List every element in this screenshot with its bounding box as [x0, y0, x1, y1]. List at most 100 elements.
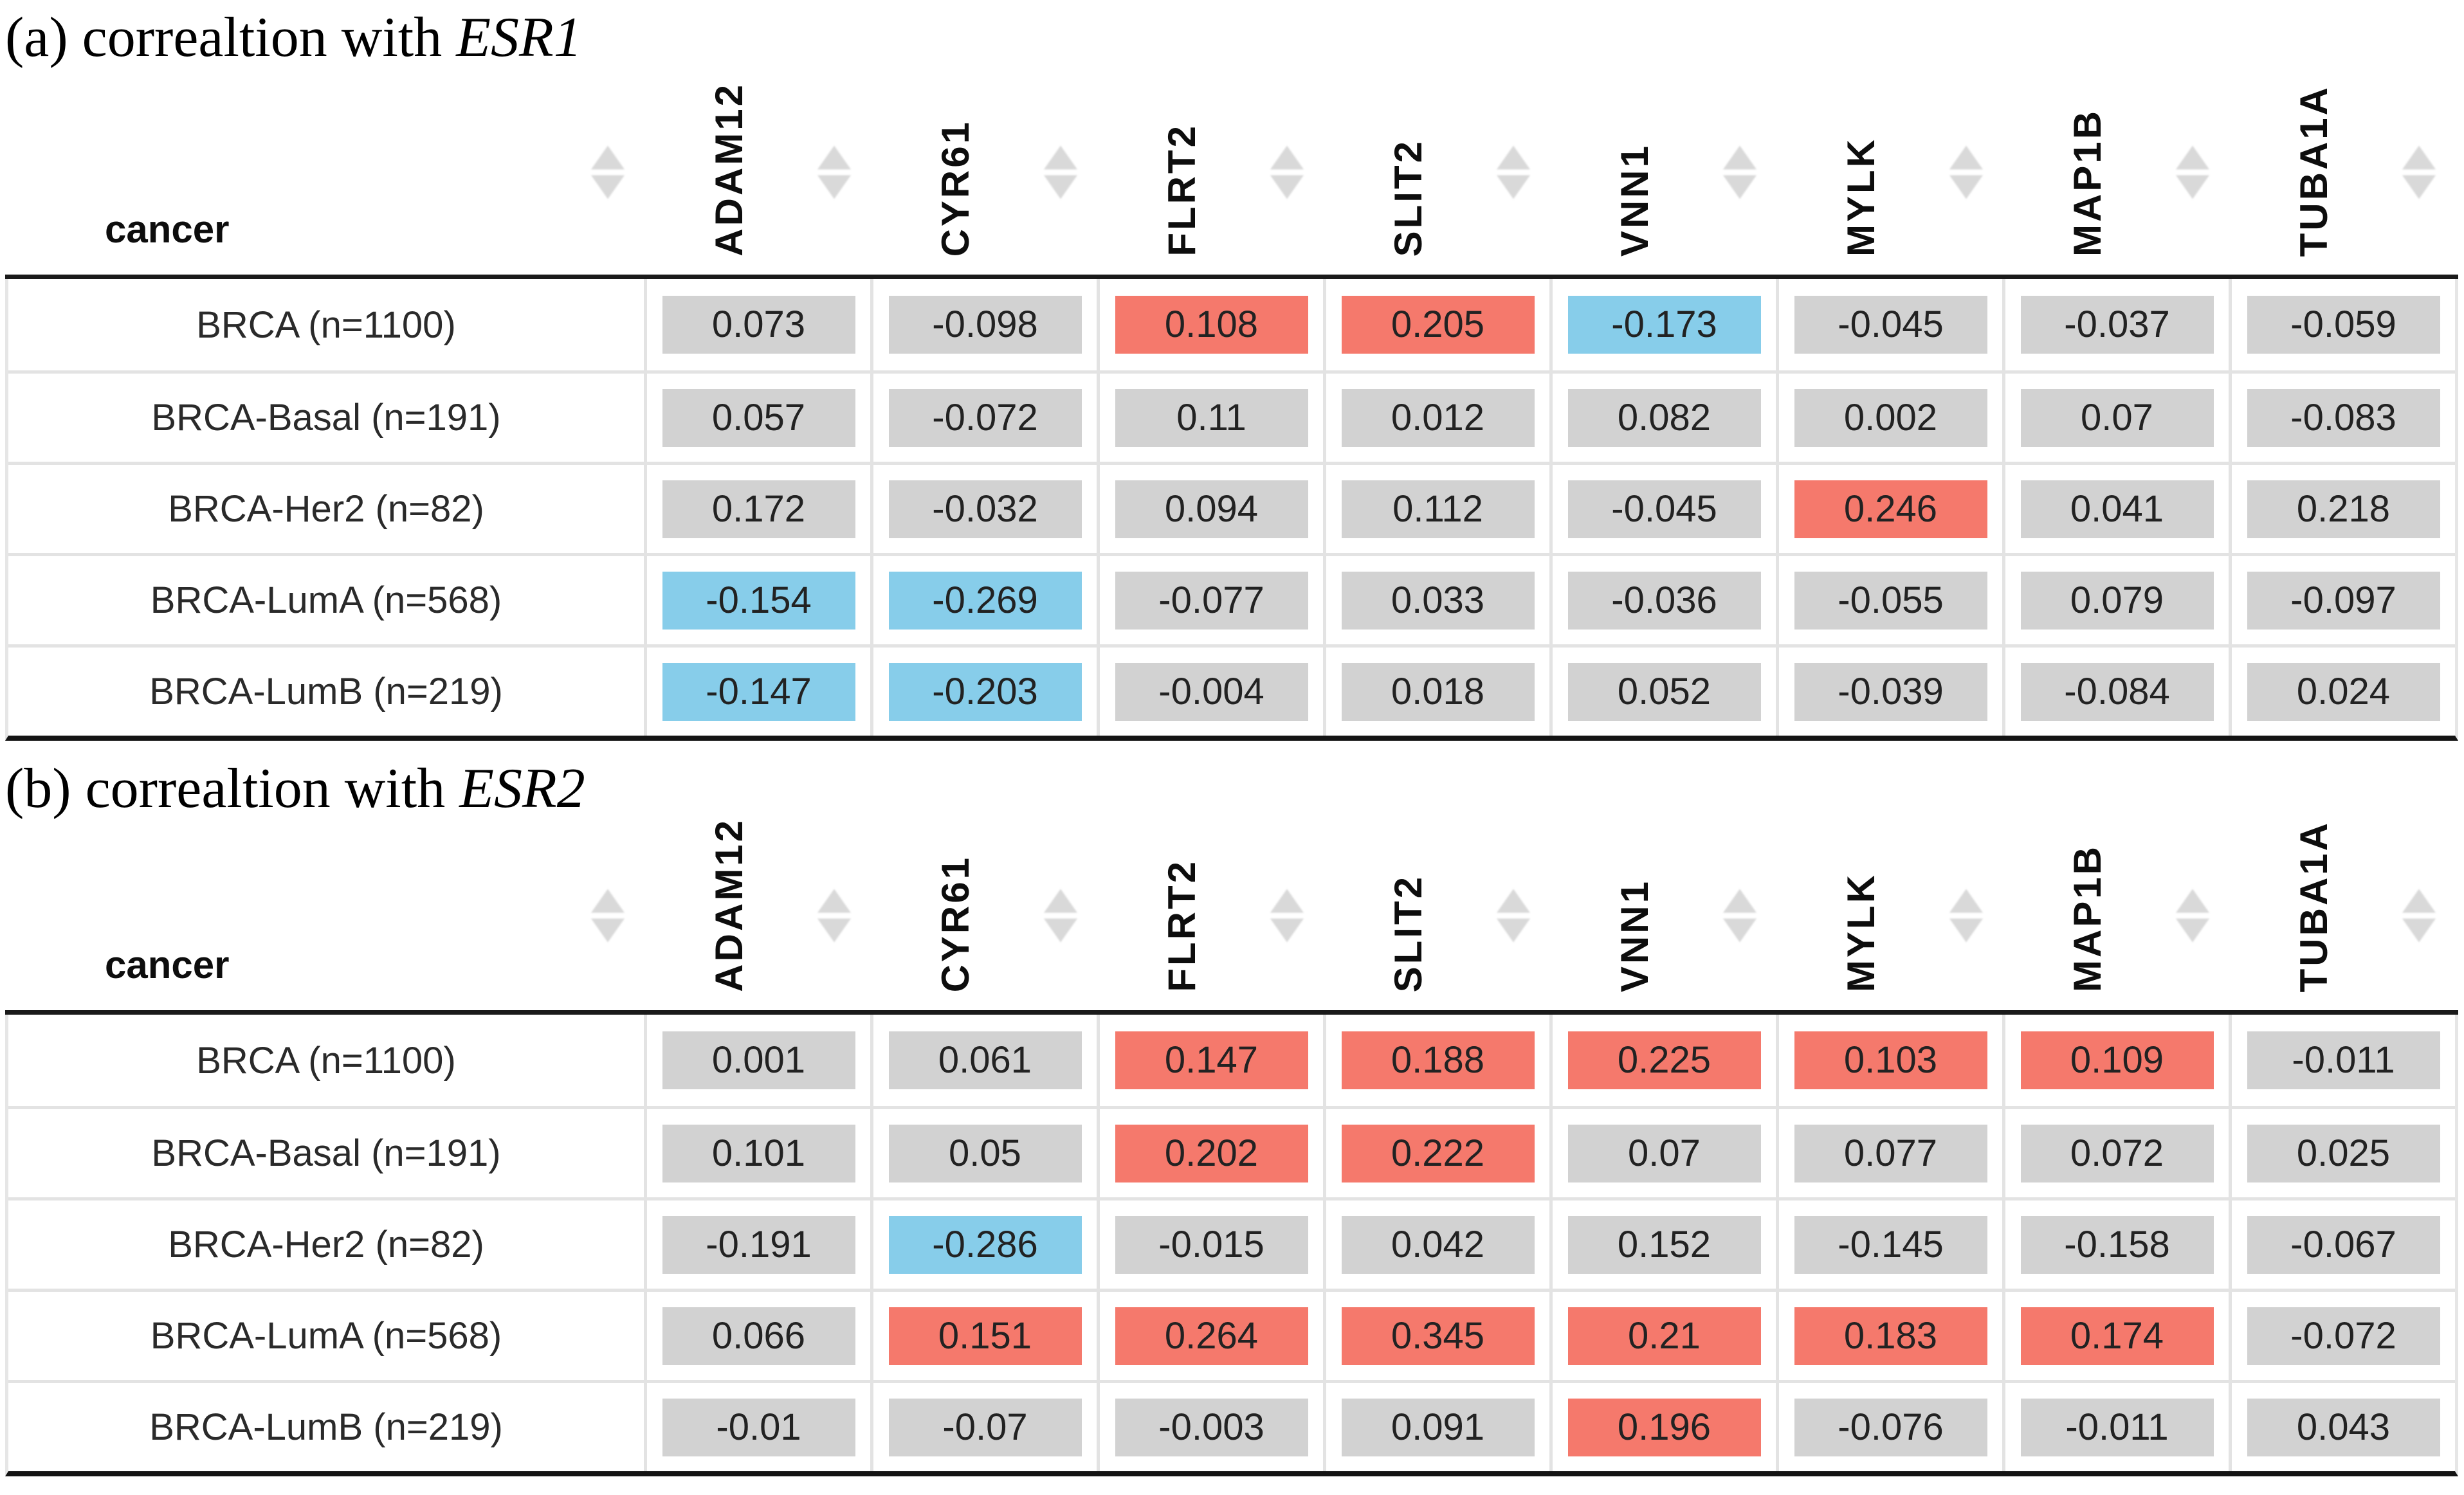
value-cell-adam12: -0.191 — [644, 1201, 870, 1289]
column-header-map1b[interactable]: MAP1B — [2002, 820, 2229, 1010]
value-badge: 0.218 — [2247, 480, 2440, 538]
sort-icon — [1270, 889, 1304, 942]
value-cell-vnn1: 0.196 — [1549, 1383, 1776, 1471]
row-label: BRCA-Basal (n=191) — [151, 397, 501, 439]
column-header-cancer[interactable]: cancer — [8, 820, 644, 1010]
value-cell-flrt2: 0.264 — [1097, 1292, 1323, 1380]
row-label-cell: BRCA (n=1100) — [8, 279, 644, 370]
cancer-column-label: cancer — [105, 943, 230, 986]
column-header-label: FLRT2 — [1160, 123, 1203, 257]
table-body: BRCA (n=1100) 0.073 -0.098 0.108 0.205 -0.173… — [5, 279, 2458, 741]
value-badge: -0.076 — [1794, 1398, 1987, 1456]
table-row: BRCA-Basal (n=191) 0.057 -0.072 0.11 0.012 0.… — [8, 370, 2455, 462]
column-header-label: VNN1 — [1613, 878, 1656, 992]
panel-title-text: (b) correaltion with — [5, 757, 460, 820]
table-row: BRCA-LumA (n=568) 0.066 0.151 0.264 0.345 0.2… — [8, 1289, 2455, 1380]
value-badge: -0.067 — [2247, 1215, 2440, 1274]
column-header-cyr61[interactable]: CYR61 — [870, 69, 1097, 275]
value-badge: -0.269 — [888, 571, 1082, 630]
value-badge: 0.147 — [1115, 1031, 1308, 1089]
value-cell-cyr61: -0.098 — [870, 279, 1097, 370]
sort-desc-icon — [2402, 175, 2436, 199]
sort-desc-icon — [2402, 918, 2436, 942]
value-cell-cyr61: 0.061 — [870, 1015, 1097, 1106]
value-cell-slit2: 0.042 — [1323, 1201, 1549, 1289]
value-cell-adam12: 0.172 — [644, 465, 870, 553]
value-cell-map1b: -0.084 — [2002, 648, 2229, 736]
value-cell-flrt2: 0.202 — [1097, 1109, 1323, 1197]
column-header-vnn1[interactable]: VNN1 — [1549, 820, 1776, 1010]
value-badge: 0.066 — [662, 1307, 855, 1365]
value-cell-mylk: 0.103 — [1776, 1015, 2002, 1106]
row-label: BRCA (n=1100) — [196, 304, 456, 346]
column-header-mylk[interactable]: MYLK — [1776, 69, 2002, 275]
value-cell-flrt2: 0.11 — [1097, 374, 1323, 462]
value-cell-tuba1a: -0.097 — [2229, 556, 2455, 644]
sort-asc-icon — [1270, 889, 1304, 912]
panel-title-gene: ESR1 — [456, 6, 582, 69]
column-header-label: SLIT2 — [1387, 874, 1430, 992]
sort-icon — [1497, 889, 1530, 942]
value-cell-mylk: -0.145 — [1776, 1201, 2002, 1289]
column-header-flrt2[interactable]: FLRT2 — [1097, 820, 1323, 1010]
value-cell-cyr61: -0.269 — [870, 556, 1097, 644]
column-header-vnn1[interactable]: VNN1 — [1549, 69, 1776, 275]
value-badge: 0.222 — [1341, 1124, 1535, 1182]
column-header-map1b[interactable]: MAP1B — [2002, 69, 2229, 275]
row-label-cell: BRCA-Her2 (n=82) — [8, 465, 644, 553]
column-header-cancer[interactable]: cancer — [8, 69, 644, 275]
value-cell-vnn1: 0.082 — [1549, 374, 1776, 462]
sort-desc-icon — [1497, 918, 1530, 942]
value-badge: 0.002 — [1794, 388, 1987, 447]
value-badge: 0.202 — [1115, 1124, 1308, 1182]
sort-asc-icon — [1497, 889, 1530, 912]
value-badge: 0.188 — [1341, 1031, 1535, 1089]
panel-title-text: (a) correaltion with — [5, 6, 457, 69]
value-cell-map1b: -0.011 — [2002, 1383, 2229, 1471]
row-label: BRCA-Her2 (n=82) — [168, 488, 484, 530]
value-badge: -0.072 — [888, 388, 1082, 447]
panel-title-gene: ESR2 — [459, 757, 585, 820]
sort-asc-icon — [1949, 145, 1983, 169]
value-badge: -0.077 — [1115, 571, 1308, 630]
value-cell-mylk: -0.039 — [1776, 648, 2002, 736]
column-header-tuba1a[interactable]: TUBA1A — [2229, 69, 2455, 275]
value-badge: 0.073 — [662, 296, 855, 354]
value-badge: -0.032 — [888, 480, 1082, 538]
sort-asc-icon — [2402, 145, 2436, 169]
sort-desc-icon — [817, 175, 851, 199]
column-header-tuba1a[interactable]: TUBA1A — [2229, 820, 2455, 1010]
value-cell-slit2: 0.345 — [1323, 1292, 1549, 1380]
value-cell-vnn1: -0.173 — [1549, 279, 1776, 370]
column-header-adam12[interactable]: ADAM12 — [644, 818, 870, 1010]
row-label-cell: BRCA (n=1100) — [8, 1015, 644, 1106]
column-header-label: MYLK — [1839, 137, 1883, 257]
sort-asc-icon — [1044, 889, 1077, 912]
sort-asc-icon — [2176, 889, 2209, 912]
value-cell-adam12: -0.154 — [644, 556, 870, 644]
column-header-adam12[interactable]: ADAM12 — [644, 69, 870, 275]
value-badge: 0.07 — [1567, 1124, 1761, 1182]
row-label-cell: BRCA-LumA (n=568) — [8, 1292, 644, 1380]
value-badge: -0.098 — [888, 296, 1082, 354]
column-header-slit2[interactable]: SLIT2 — [1323, 820, 1549, 1010]
value-cell-cyr61: -0.286 — [870, 1201, 1097, 1289]
sort-icon — [591, 889, 625, 942]
column-header-flrt2[interactable]: FLRT2 — [1097, 69, 1323, 275]
sort-desc-icon — [1270, 918, 1304, 942]
value-cell-cyr61: -0.072 — [870, 374, 1097, 462]
value-badge: 0.082 — [1567, 388, 1761, 447]
value-cell-adam12: -0.01 — [644, 1383, 870, 1471]
column-header-mylk[interactable]: MYLK — [1776, 820, 2002, 1010]
value-cell-cyr61: 0.05 — [870, 1109, 1097, 1197]
value-badge: 0.042 — [1341, 1215, 1535, 1274]
sort-icon — [1949, 145, 1983, 199]
column-header-slit2[interactable]: SLIT2 — [1323, 69, 1549, 275]
column-header-cyr61[interactable]: CYR61 — [870, 820, 1097, 1010]
row-label-cell: BRCA-Basal (n=191) — [8, 1109, 644, 1197]
value-badge: -0.191 — [662, 1215, 855, 1274]
sort-asc-icon — [2176, 145, 2209, 169]
value-cell-map1b: 0.174 — [2002, 1292, 2229, 1380]
panel-title-esr1: (a) correaltion with ESR1 — [0, 0, 2464, 69]
value-cell-adam12: 0.057 — [644, 374, 870, 462]
